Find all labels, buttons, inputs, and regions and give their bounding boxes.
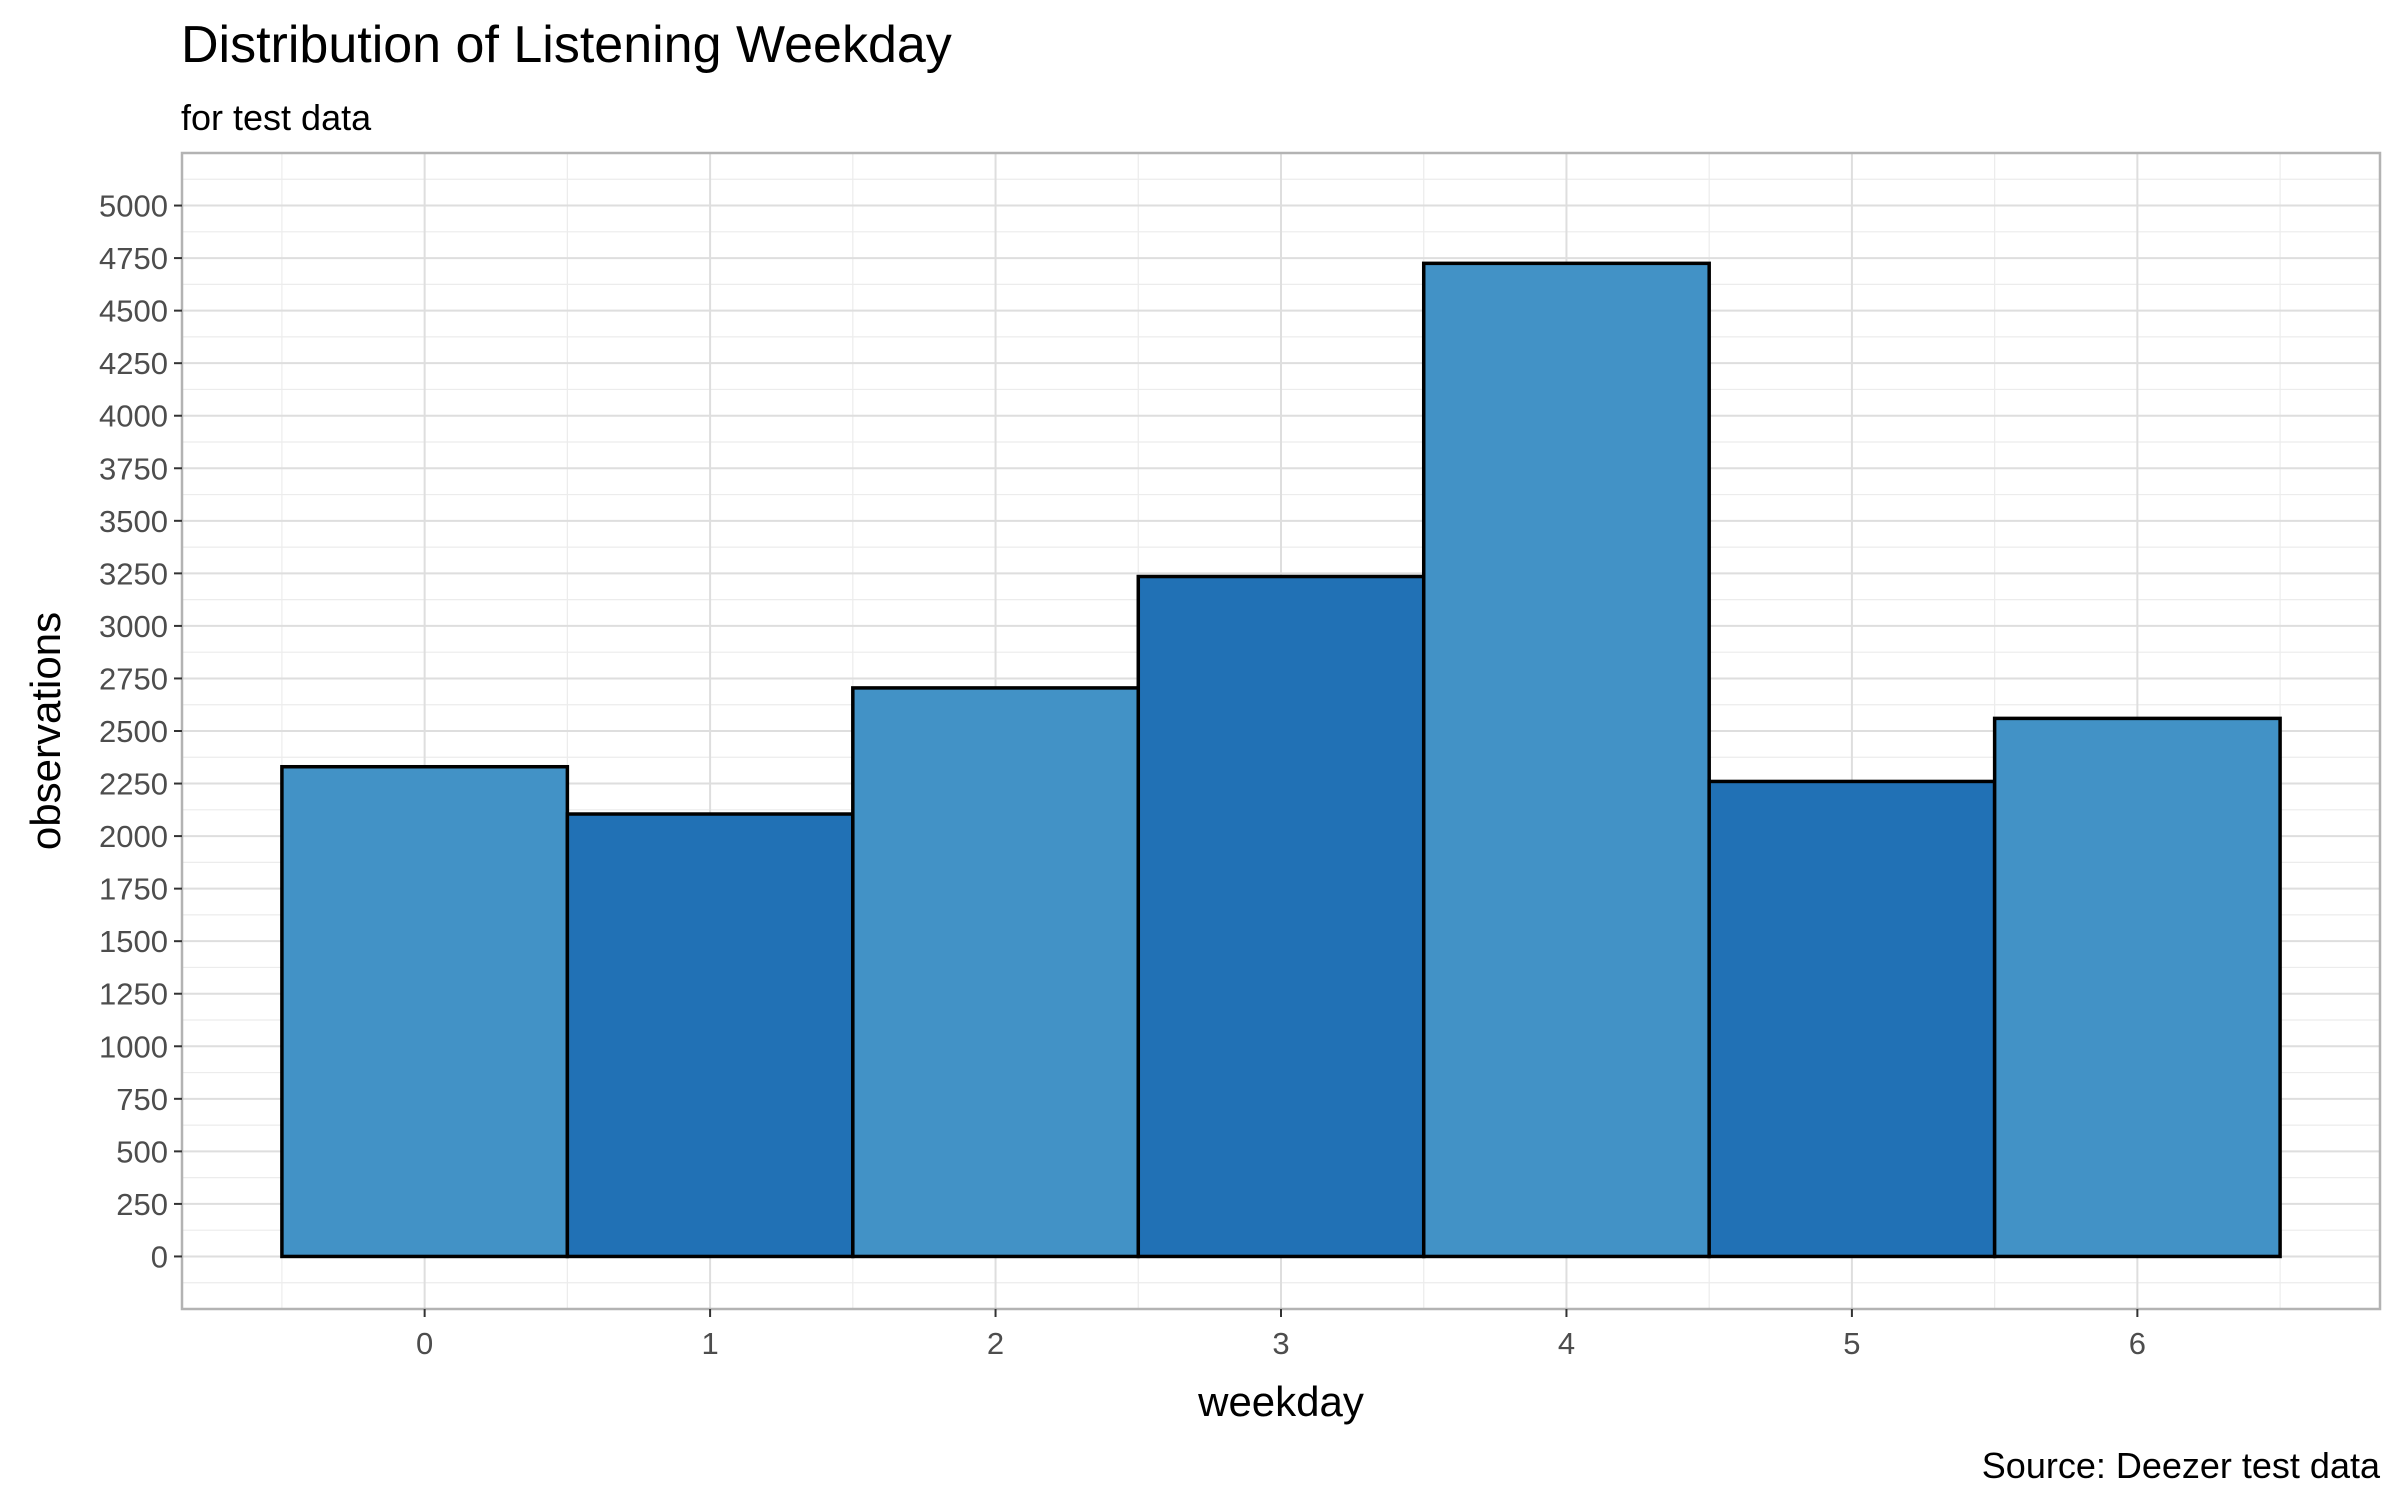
y-tick-label: 1250 — [99, 977, 168, 1012]
chart-subtitle: for test data — [181, 97, 372, 138]
x-tick-label: 5 — [1843, 1326, 1860, 1361]
y-tick-label: 1000 — [99, 1029, 168, 1064]
bar-weekday-0 — [280, 764, 570, 1259]
y-tick-label: 2250 — [99, 767, 168, 802]
x-tick-label: 3 — [1272, 1326, 1289, 1361]
y-tick-label: 5000 — [99, 189, 168, 224]
y-tick-label: 3750 — [99, 451, 168, 486]
y-tick-label: 2750 — [99, 661, 168, 696]
x-tick-label: 0 — [416, 1326, 433, 1361]
y-tick-label: 2000 — [99, 819, 168, 854]
y-tick-label: 3500 — [99, 504, 168, 539]
y-axis-ticks: 0 250 500 750 1000 1250 1500 1750 2000 2250 2500 27… — [99, 189, 182, 1274]
bar-weekday-5 — [1707, 779, 1997, 1259]
y-axis-title: observations — [22, 612, 69, 850]
y-tick-label: 250 — [116, 1187, 168, 1222]
x-tick-label: 1 — [701, 1326, 718, 1361]
x-axis-title: weekday — [1197, 1378, 1364, 1425]
bar-weekday-1 — [565, 812, 855, 1259]
y-tick-label: 500 — [116, 1134, 168, 1169]
y-tick-label: 3000 — [99, 609, 168, 644]
x-tick-label: 6 — [2129, 1326, 2146, 1361]
y-tick-label: 3250 — [99, 556, 168, 591]
y-tick-label: 1500 — [99, 924, 168, 959]
y-tick-label: 750 — [116, 1082, 168, 1117]
y-tick-label: 4000 — [99, 399, 168, 434]
y-tick-label: 4750 — [99, 241, 168, 276]
bars — [280, 261, 2282, 1259]
x-tick-label: 4 — [1558, 1326, 1575, 1361]
y-tick-label: 4500 — [99, 294, 168, 329]
bar-weekday-6 — [1992, 716, 2282, 1259]
chart-caption: Source: Deezer test data — [1982, 1445, 2381, 1486]
chart-title: Distribution of Listening Weekday — [181, 16, 952, 74]
y-tick-label: 1750 — [99, 872, 168, 907]
x-tick-label: 2 — [987, 1326, 1004, 1361]
bar-weekday-3 — [1136, 574, 1426, 1259]
bar-weekday-2 — [851, 686, 1141, 1259]
y-tick-label: 0 — [151, 1239, 168, 1274]
y-tick-label: 4250 — [99, 346, 168, 381]
x-axis-ticks: 0 1 2 3 4 5 6 — [416, 1309, 2146, 1361]
y-tick-label: 2500 — [99, 714, 168, 749]
bar-weekday-4 — [1421, 261, 1711, 1259]
